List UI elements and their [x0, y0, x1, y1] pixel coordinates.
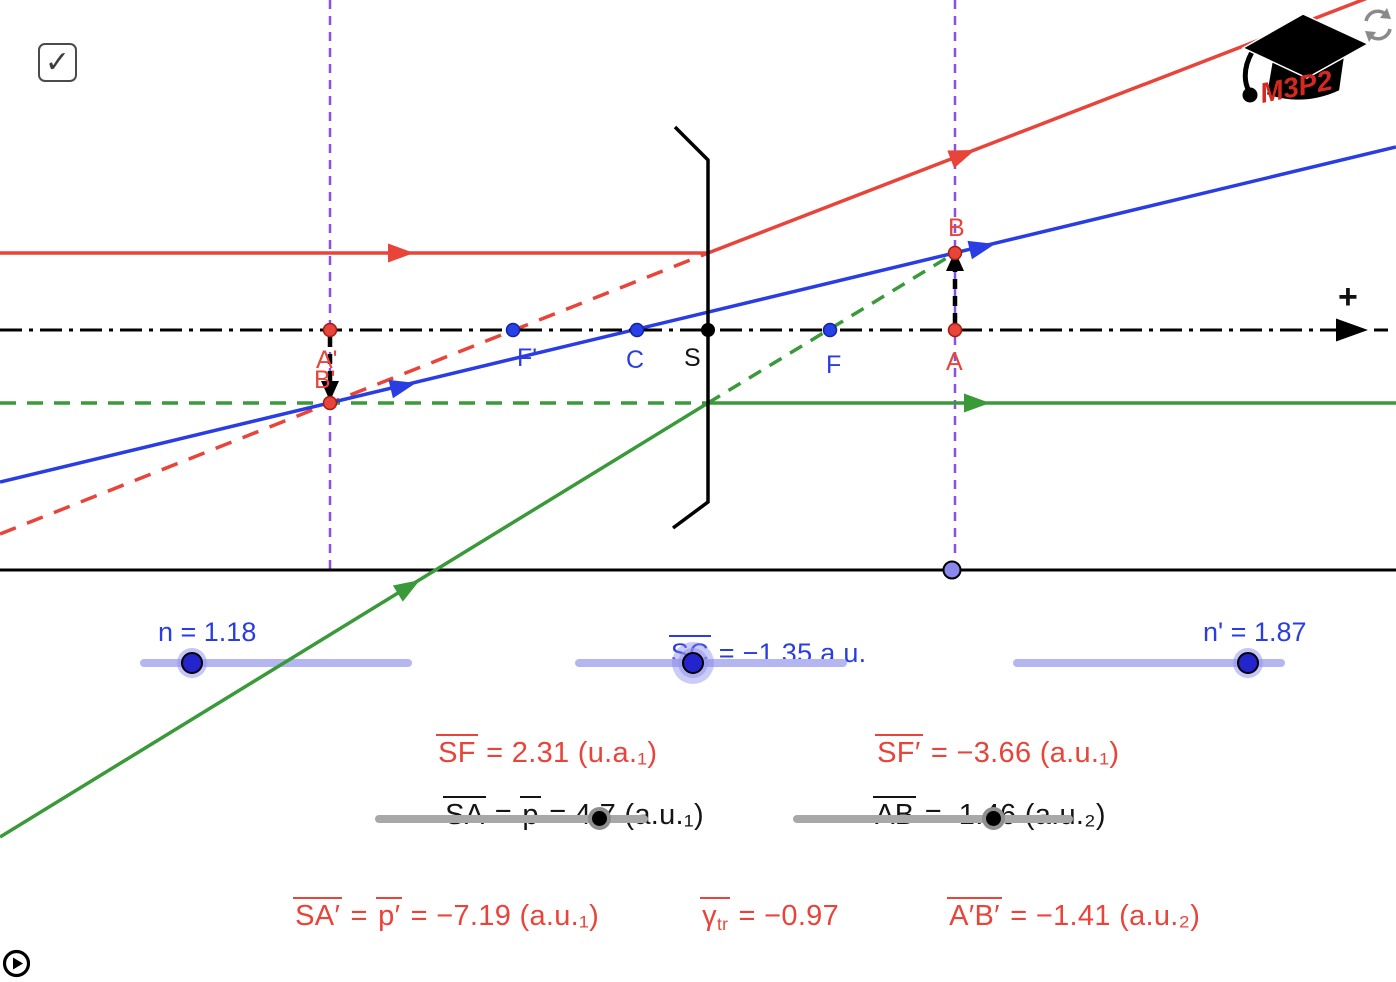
slider-n-prime-label: n' = 1.87 [1203, 617, 1307, 647]
slider-sc-knob[interactable] [682, 652, 704, 674]
play-button[interactable] [2, 949, 31, 978]
slider-sc-track[interactable] [575, 659, 847, 667]
slider-n-knob[interactable] [181, 652, 203, 674]
play-triangle-icon [13, 957, 23, 970]
slider-sc-label: SC = −1.35 a.u. [622, 604, 866, 700]
play-circle-icon [2, 949, 31, 978]
check-icon: ✓ [44, 46, 71, 79]
slider-n-label: n = 1.18 [158, 617, 257, 647]
p-overline: p [520, 796, 541, 831]
slider-ab-label: AB = 1.46 (a.u.₂) [823, 763, 1106, 865]
slider-ab-track[interactable] [793, 815, 1073, 823]
slider-n-prime-knob[interactable] [1237, 652, 1259, 674]
slider-sa-knob[interactable] [588, 807, 611, 830]
ab-overline: AB [873, 796, 917, 831]
sa-overline: SA [443, 796, 487, 831]
slider-sa-label: SA = p = 4.7 (a.u.₁) [393, 763, 704, 865]
show-checkbox[interactable]: ✓ [38, 43, 77, 82]
slider-ab-knob[interactable] [982, 807, 1005, 830]
slider-n-prime-track[interactable] [1013, 659, 1285, 667]
